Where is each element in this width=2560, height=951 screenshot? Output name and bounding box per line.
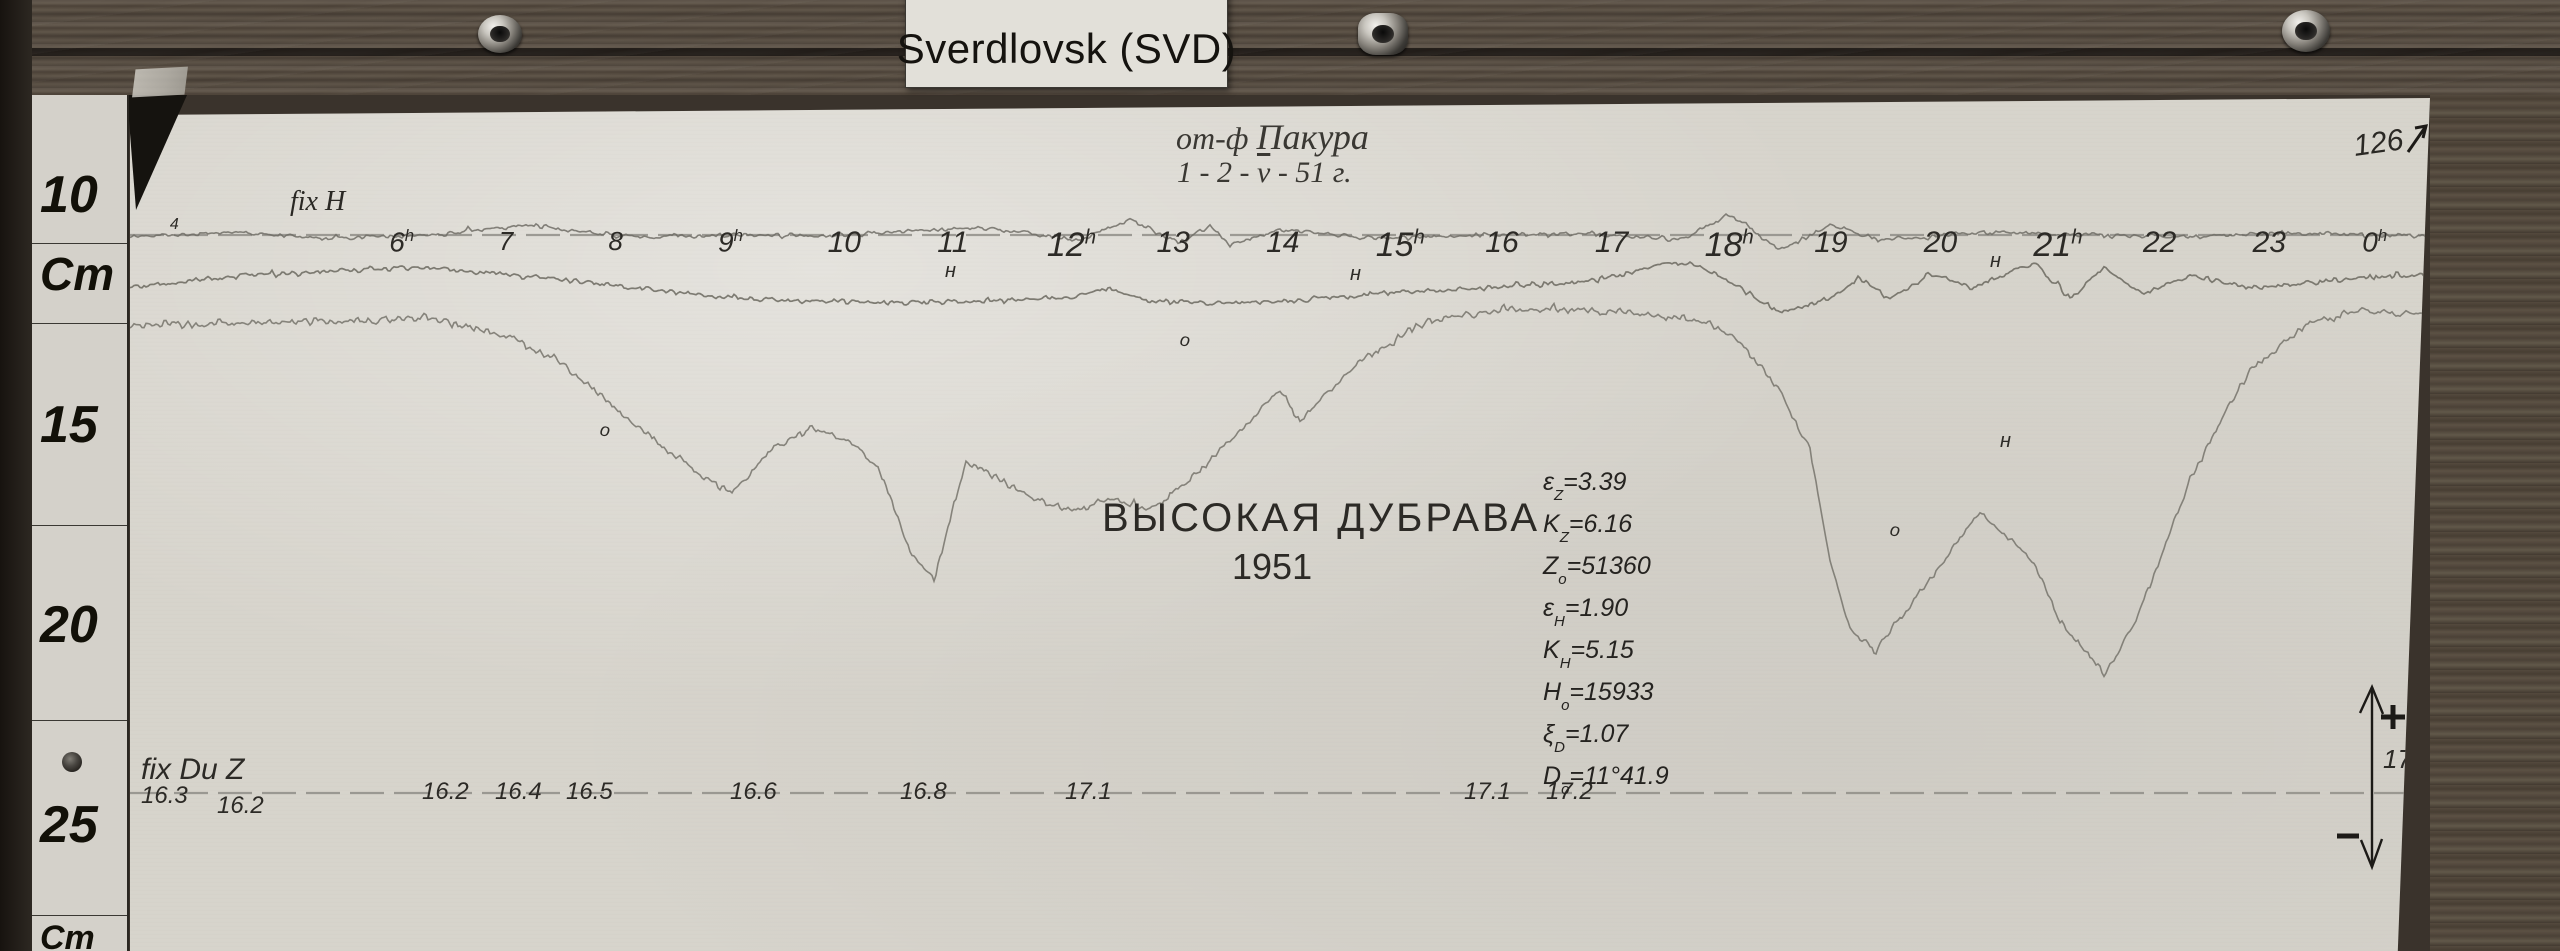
svg-text:126: 126 bbox=[2351, 123, 2405, 163]
svg-text:17.2: 17.2 bbox=[2383, 744, 2430, 774]
